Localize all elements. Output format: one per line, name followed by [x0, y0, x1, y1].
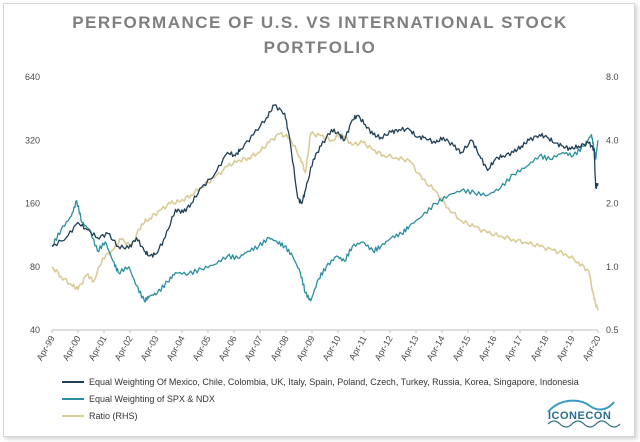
y-right-tick-label-0: 0.5 — [606, 325, 619, 335]
y-axis-right: 0.5 1.0 2.0 4.0 8.0 — [606, 72, 619, 335]
logo-swoosh — [547, 399, 615, 413]
x-tick-label-17: Apr-16 — [477, 334, 499, 362]
x-tick-label-16: Apr-15 — [451, 334, 473, 362]
legend-label-0: Equal Weighting Of Mexico, Chile, Colomb… — [89, 377, 579, 387]
y-right-tick-label-1: 1.0 — [606, 262, 619, 272]
y-left-tick-label-1: 80 — [30, 262, 40, 272]
x-axis: Apr-99 Apr-00 Apr-01 Apr-02 Apr-03 Apr-04 Apr-… — [35, 330, 603, 362]
y-right-tick-label-2: 2.0 — [606, 199, 619, 209]
series-line-1 — [51, 134, 599, 303]
x-tick-label-13: Apr-12 — [373, 334, 395, 362]
legend-label-2: Ratio (RHS) — [89, 411, 138, 421]
x-tick-label-11: Apr-10 — [321, 334, 343, 362]
x-tick-label-18: Apr-17 — [503, 334, 525, 362]
logo-wave — [547, 420, 621, 428]
x-tick-label-7: Apr-06 — [217, 334, 239, 362]
x-tick-label-9: Apr-08 — [269, 334, 291, 362]
x-tick-label-5: Apr-04 — [165, 334, 187, 362]
legend-label-1: Equal Weighting of SPX & NDX — [89, 394, 215, 404]
y-left-tick-label-2: 160 — [25, 199, 40, 209]
x-tick-label-19: Apr-18 — [529, 334, 551, 362]
x-tick-label-10: Apr-09 — [295, 334, 317, 362]
logo-text: ICONECON — [548, 410, 611, 422]
x-tick-label-8: Apr-07 — [243, 334, 265, 362]
iconecon-logo: ICONECON — [547, 399, 621, 428]
x-tick-label-12: Apr-11 — [347, 334, 369, 362]
y-axis-left: 40 80 160 320 640 — [25, 72, 40, 335]
x-tick-label-21: Apr-20 — [581, 334, 603, 362]
y-left-tick-label-0: 40 — [30, 325, 40, 335]
x-tick-label-0: Apr-99 — [35, 334, 57, 362]
legend: Equal Weighting Of Mexico, Chile, Colomb… — [62, 377, 579, 421]
y-right-tick-label-4: 8.0 — [606, 72, 619, 82]
x-tick-label-15: Apr-14 — [425, 334, 447, 362]
x-tick-label-3: Apr-02 — [113, 334, 135, 362]
x-tick-label-2: Apr-01 — [87, 334, 109, 362]
y-right-tick-label-3: 4.0 — [606, 135, 619, 145]
x-tick-label-1: Apr-00 — [61, 334, 83, 362]
chart-frame — [3, 3, 635, 437]
x-tick-label-4: Apr-03 — [139, 334, 161, 362]
chart-title: PERFORMANCE OF U.S. VS INTERNATIONAL STO… — [72, 13, 568, 57]
x-tick-label-20: Apr-19 — [555, 334, 577, 362]
series-lines — [51, 104, 599, 311]
x-tick-label-6: Apr-05 — [191, 334, 213, 362]
series-line-0 — [51, 104, 599, 258]
y-left-tick-label-3: 320 — [25, 135, 40, 145]
y-left-tick-label-4: 640 — [25, 72, 40, 82]
x-tick-label-14: Apr-13 — [399, 334, 421, 362]
series-line-2 — [51, 131, 599, 311]
